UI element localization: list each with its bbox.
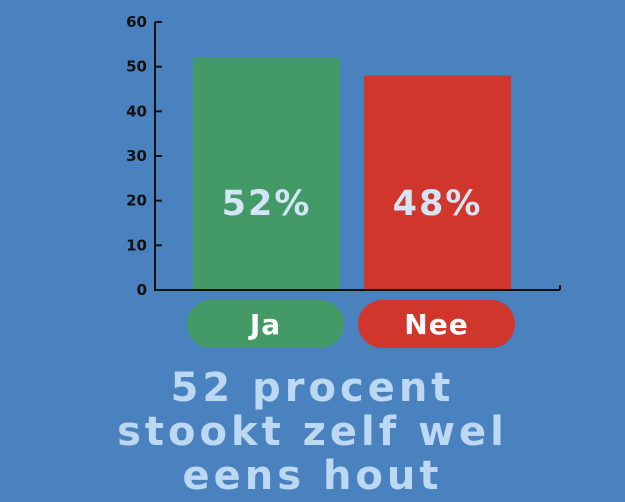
y-tick-label-20: 20	[126, 192, 147, 210]
y-tick-label-60: 60	[126, 13, 147, 31]
chart-caption: 52 procent stookt zelf wel eens hout	[0, 366, 625, 498]
data-label-ja: 52%	[222, 184, 312, 224]
y-tick-label-0: 0	[137, 281, 147, 299]
y-axis: 0 10 20 30 40 50 60	[126, 13, 561, 299]
y-tick-label-30: 30	[126, 147, 147, 165]
y-tick-label-10: 10	[126, 236, 147, 254]
data-label-nee: 48%	[393, 184, 483, 224]
y-tick-label-40: 40	[126, 102, 147, 120]
category-pill-ja	[187, 300, 344, 348]
bars-group: 52% 48%	[193, 57, 511, 290]
caption-line-3: eens hout	[182, 453, 443, 499]
bar-chart: 52% 48% 0 10 20 30 40 50 60 Ja Nee	[126, 13, 561, 348]
caption-line-1: 52 procent	[170, 365, 455, 411]
category-label-nee: Nee	[404, 308, 468, 341]
category-pill-nee	[358, 300, 515, 348]
y-tick-label-50: 50	[126, 58, 147, 76]
bar-nee	[364, 75, 511, 290]
caption-line-2: stookt zelf wel	[117, 409, 508, 455]
bar-ja	[193, 57, 340, 290]
category-pills: Ja Nee	[187, 300, 515, 348]
category-label-ja: Ja	[248, 308, 281, 341]
